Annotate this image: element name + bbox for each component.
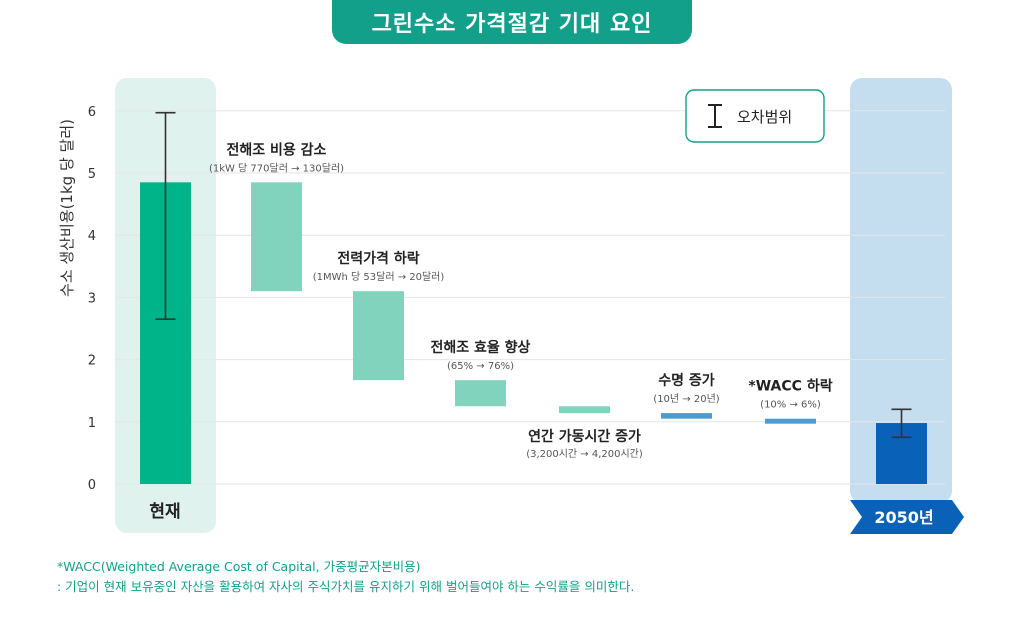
x-label-end: 2050년: [874, 508, 933, 527]
bar-step-0: [251, 182, 302, 292]
bar-step-5: [765, 418, 816, 424]
step-label-0: 전해조 비용 감소: [227, 141, 327, 158]
y-tick-label-6: 6: [88, 105, 96, 120]
step-sublabel-0: (1kW 당 770달러 → 130달러): [209, 162, 344, 174]
step-label-5: *WACC 하락: [748, 378, 832, 395]
y-tick-label-0: 0: [88, 478, 96, 493]
y-tick-label-5: 5: [88, 167, 96, 182]
bar-step-1: [353, 291, 404, 381]
footnote-wacc: *WACC(Weighted Average Cost of Capital, …: [57, 559, 421, 574]
end-panel: [850, 78, 952, 503]
step-sublabel-2: (65% → 76%): [447, 361, 514, 372]
y-tick-label-2: 2: [88, 354, 96, 369]
y-tick-label-1: 1: [88, 416, 96, 431]
x-label-start: 현재: [149, 502, 180, 522]
bar-step-2: [455, 380, 506, 407]
bar-step-4: [661, 413, 712, 419]
step-label-3: 연간 가동시간 증가: [528, 428, 641, 445]
step-sublabel-3: (3,200시간 → 4,200시간): [526, 448, 643, 460]
step-label-4: 수명 증가: [658, 372, 715, 389]
error-bar-end: [891, 408, 912, 439]
y-tick-label-3: 3: [88, 291, 96, 306]
legend-error-range: 오차범위: [685, 89, 825, 143]
chart-title: 그린수소 가격절감 기대 요인: [332, 0, 692, 44]
step-label-2: 전해조 효율 향상: [431, 339, 531, 356]
step-sublabel-1: (1MWh 당 53달러 → 20달러): [313, 271, 445, 283]
error-bar-start: [155, 111, 176, 320]
step-sublabel-5: (10% → 6%): [760, 400, 821, 411]
end-ribbon: [850, 500, 964, 534]
legend-label: 오차범위: [737, 108, 792, 126]
legend-box: [685, 89, 825, 143]
bar-step-3: [559, 406, 610, 414]
step-sublabel-4: (10년 → 20년): [653, 393, 719, 405]
step-label-1: 전력가격 하락: [337, 250, 419, 267]
footnote-definition: : 기업이 현재 보유중인 자산을 활용하여 자사의 주식가치를 유지하기 위해…: [57, 579, 635, 594]
y-tick-label-4: 4: [88, 229, 96, 244]
y-axis-label: 수소 생산비용(1kg 당 달러): [58, 119, 76, 297]
